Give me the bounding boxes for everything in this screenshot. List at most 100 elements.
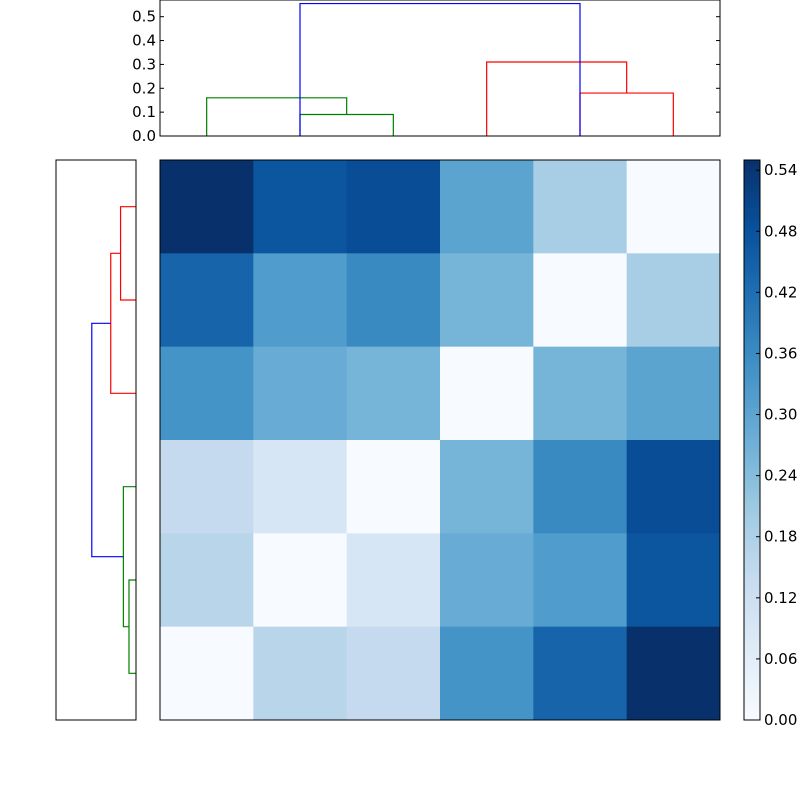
top-dendrogram-tick-label-4: 0.4 (132, 32, 156, 50)
colorbar-gradient-step-88 (744, 364, 760, 369)
colorbar-gradient-step-43 (744, 544, 760, 549)
colorbar-gradient-step-63 (744, 464, 760, 469)
colorbar-gradient-step-107 (744, 288, 760, 293)
colorbar-gradient-step-120 (744, 236, 760, 241)
colorbar-gradient-step-11 (744, 672, 760, 677)
colorbar-gradient-step-44 (744, 540, 760, 545)
colorbar-gradient-step-100 (744, 316, 760, 321)
colorbar-gradient-step-114 (744, 260, 760, 265)
colorbar-gradient-step-16 (744, 652, 760, 657)
heatmap-cell-r2-c0 (160, 346, 254, 441)
colorbar-gradient-step-42 (744, 548, 760, 553)
colorbar-gradient-step-50 (744, 516, 760, 521)
colorbar-tick-label-9: 0.54 (764, 161, 797, 179)
colorbar-gradient-step-39 (744, 560, 760, 565)
heatmap-cell-r3-c2 (346, 440, 441, 534)
colorbar-gradient-step-75 (744, 416, 760, 421)
colorbar-gradient-step-24 (744, 620, 760, 625)
colorbar-gradient-step-80 (744, 396, 760, 401)
colorbar-gradient-step-72 (744, 428, 760, 433)
heatmap-cell-r0-c3 (440, 160, 534, 254)
heatmap-cell-r4-c3 (440, 533, 534, 628)
colorbar-gradient-step-10 (744, 676, 760, 681)
heatmap-cell-r3-c3 (440, 440, 534, 534)
colorbar-gradient-step-123 (744, 224, 760, 229)
colorbar-gradient-step-68 (744, 444, 760, 449)
colorbar-gradient-step-20 (744, 636, 760, 641)
colorbar-tick-label-5: 0.30 (764, 406, 797, 424)
colorbar-gradient-step-38 (744, 564, 760, 569)
colorbar-gradient-step-12 (744, 668, 760, 673)
colorbar-gradient-step-95 (744, 336, 760, 341)
heatmap-cell-r2-c5 (626, 346, 721, 441)
colorbar-gradient-step-65 (744, 456, 760, 461)
colorbar-gradient-step-37 (744, 568, 760, 573)
colorbar-gradient-step-112 (744, 268, 760, 273)
colorbar-gradient-step-133 (744, 184, 760, 189)
colorbar-gradient-step-60 (744, 476, 760, 481)
colorbar-gradient-step-125 (744, 216, 760, 221)
colorbar-gradient-step-53 (744, 504, 760, 509)
colorbar-gradient-step-85 (744, 376, 760, 381)
colorbar-gradient-step-5 (744, 696, 760, 701)
colorbar-gradient-step-0 (744, 716, 760, 721)
colorbar-gradient-step-8 (744, 684, 760, 689)
colorbar-gradient-step-92 (744, 348, 760, 353)
colorbar-gradient-step-98 (744, 324, 760, 329)
top-dendrogram-link-2 (579, 92, 674, 136)
heatmap-cell-r4-c2 (346, 533, 441, 628)
colorbar-gradient-step-139 (744, 160, 760, 165)
colorbar-tick-label-1: 0.06 (764, 650, 797, 668)
colorbar-gradient-step-106 (744, 292, 760, 297)
top-dendrogram-link-3 (486, 61, 628, 136)
colorbar-gradient-step-94 (744, 340, 760, 345)
colorbar-gradient-step-93 (744, 344, 760, 349)
colorbar-tick-label-8: 0.48 (764, 222, 797, 240)
colorbar-gradient-step-59 (744, 480, 760, 485)
colorbar-gradient-step-74 (744, 420, 760, 425)
colorbar-gradient-step-55 (744, 496, 760, 501)
colorbar-gradient-step-4 (744, 700, 760, 705)
colorbar-gradient-step-52 (744, 508, 760, 513)
colorbar-gradient-step-130 (744, 196, 760, 201)
heatmap-matrix (159, 159, 721, 721)
heatmap-cell-r5-c4 (533, 626, 628, 721)
colorbar-gradient-step-2 (744, 708, 760, 713)
top-dendrogram-frame (159, 0, 721, 137)
colorbar-gradient-step-25 (744, 616, 760, 621)
top-dendrogram-link-0 (299, 113, 394, 136)
colorbar-gradient-step-26 (744, 612, 760, 617)
colorbar-gradient-step-111 (744, 272, 760, 277)
colorbar-gradient-step-70 (744, 436, 760, 441)
colorbar-gradient-step-138 (744, 164, 760, 169)
colorbar-gradient-step-84 (744, 380, 760, 385)
colorbar-gradient-step-7 (744, 688, 760, 693)
colorbar-gradient-step-9 (744, 680, 760, 685)
colorbar-gradient-step-115 (744, 256, 760, 261)
colorbar-gradient-step-119 (744, 240, 760, 245)
colorbar-gradient-step-82 (744, 388, 760, 393)
colorbar-gradient-step-23 (744, 624, 760, 629)
heatmap-cell-r0-c1 (253, 160, 348, 254)
colorbar-gradient-step-128 (744, 204, 760, 209)
colorbar-gradient-step-40 (744, 556, 760, 561)
colorbar-gradient-step-77 (744, 408, 760, 413)
colorbar-gradient-step-113 (744, 264, 760, 269)
colorbar-gradient-step-15 (744, 656, 760, 661)
colorbar-gradient-step-35 (744, 576, 760, 581)
left-dendrogram-frame (55, 159, 137, 721)
colorbar-gradient-step-89 (744, 360, 760, 365)
colorbar-gradient-step-47 (744, 528, 760, 533)
colorbar-gradient-step-66 (744, 452, 760, 457)
heatmap-cell-r3-c0 (160, 440, 254, 534)
colorbar-gradient-step-34 (744, 580, 760, 585)
top-dendrogram-tick-label-0: 0.0 (132, 127, 156, 145)
colorbar-gradient-step-27 (744, 608, 760, 613)
colorbar-gradient-step-41 (744, 552, 760, 557)
colorbar-gradient-step-90 (744, 356, 760, 361)
colorbar-gradient-step-131 (744, 192, 760, 197)
colorbar-tick-label-7: 0.42 (764, 283, 797, 301)
colorbar-gradient-step-135 (744, 176, 760, 181)
heatmap-cell-r5-c3 (440, 626, 534, 721)
heatmap-frame (159, 159, 721, 721)
